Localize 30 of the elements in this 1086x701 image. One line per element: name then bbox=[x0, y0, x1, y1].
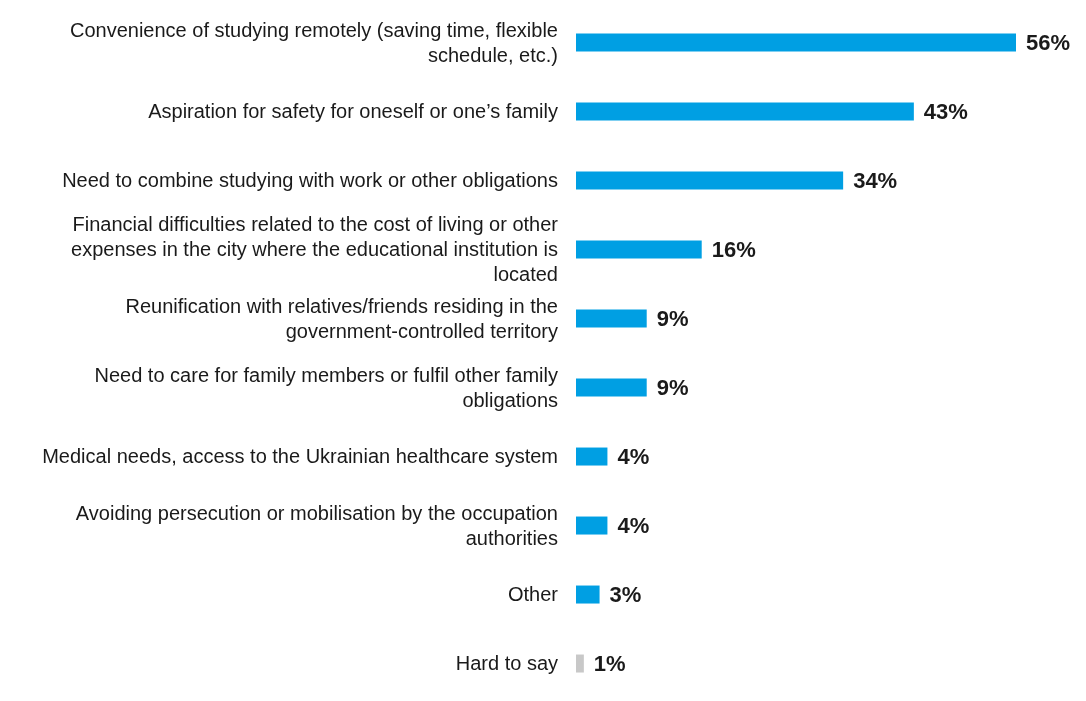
bar bbox=[576, 585, 600, 604]
y-tick-label: Reunification with relatives/friends residing in the government-controlled territory bbox=[124, 293, 558, 344]
data-label: 3% bbox=[609, 582, 642, 608]
data-label: 9% bbox=[656, 375, 689, 401]
y-tick-label: Financial difficulties related to the cost of living or other expenses in the city where the educational institution is located bbox=[70, 212, 558, 287]
y-tick-label: Medical needs, access to the Ukrainian healthcare system bbox=[42, 444, 558, 469]
data-label: 34% bbox=[853, 168, 898, 194]
bar bbox=[576, 102, 914, 121]
y-tick-label: Other bbox=[507, 582, 558, 607]
data-label: 4% bbox=[617, 513, 650, 539]
y-tick-label: Need to combine studying with work or other obligations bbox=[62, 168, 558, 193]
data-label: 16% bbox=[711, 237, 756, 263]
y-tick-label: Aspiration for safety for oneself or one’s family bbox=[148, 99, 558, 124]
bar bbox=[576, 309, 647, 328]
bar bbox=[576, 33, 1016, 52]
y-tick-label: Hard to say bbox=[455, 651, 558, 676]
data-label: 4% bbox=[617, 444, 650, 470]
data-label: 1% bbox=[593, 651, 626, 677]
y-tick-label: Need to care for family members or fulfil other family obligations bbox=[93, 362, 558, 413]
bar bbox=[576, 447, 608, 466]
y-tick-label: Convenience of studying remotely (saving time, flexible schedule, etc.) bbox=[68, 17, 558, 68]
bar bbox=[576, 378, 647, 397]
y-tick-label: Avoiding persecution or mobilisation by the occupation authorities bbox=[74, 500, 558, 551]
bar bbox=[576, 654, 584, 673]
data-label: 56% bbox=[1026, 30, 1071, 56]
bar bbox=[576, 516, 608, 535]
bar bbox=[576, 171, 844, 190]
data-label: 43% bbox=[923, 99, 968, 125]
data-label: 9% bbox=[656, 306, 689, 332]
bar bbox=[576, 240, 702, 259]
